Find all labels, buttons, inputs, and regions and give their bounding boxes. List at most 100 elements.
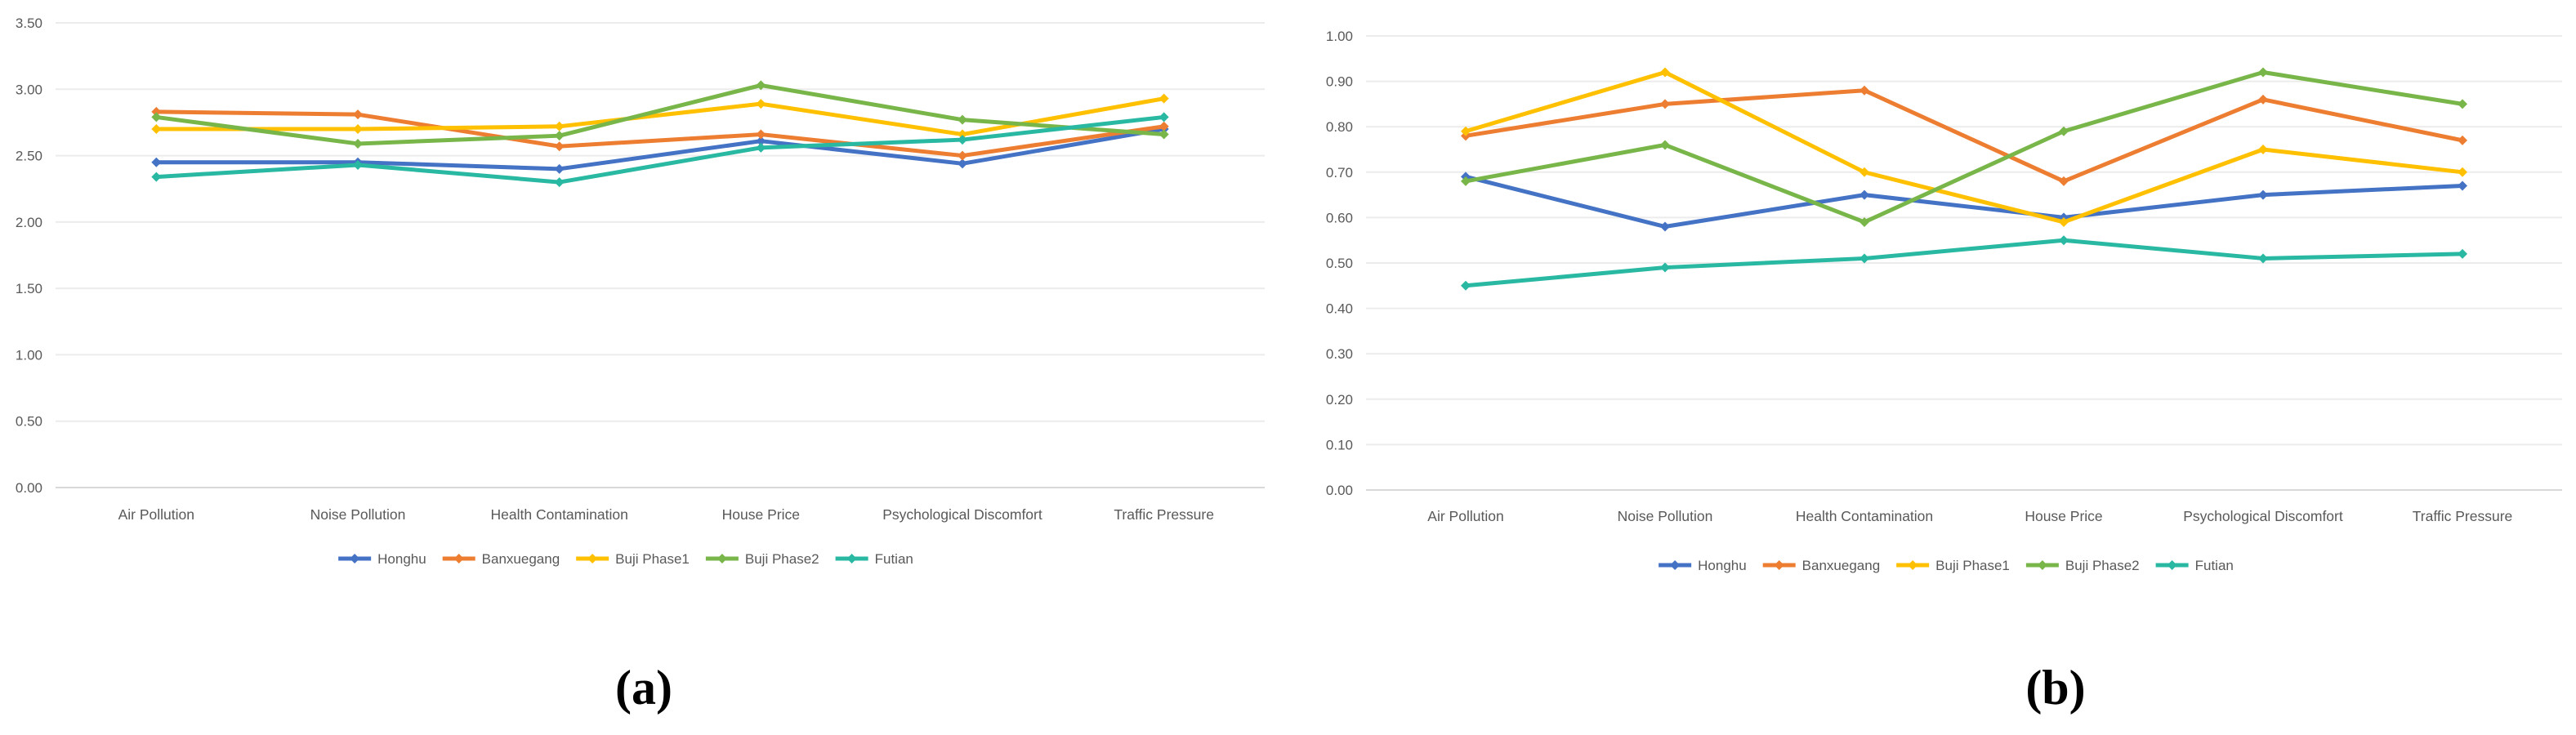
x-category-label: Traffic Pressure [1114, 506, 1214, 523]
series-line-honghu [154, 127, 1167, 172]
series-marker-futian [2059, 235, 2069, 246]
series-marker-futian [958, 135, 967, 145]
series-marker-banxuegang [353, 109, 363, 120]
series-marker-buji-phase1 [353, 124, 363, 135]
x-category-label: Health Contamination [491, 506, 628, 523]
y-tick-label: 0.40 [1326, 301, 1353, 317]
x-category-label: Psychological Discomfort [2183, 508, 2343, 524]
series-marker-buji-phase1 [151, 124, 162, 135]
series-marker-honghu [1660, 221, 1670, 232]
series-line-banxuegang [1463, 88, 2465, 184]
series-marker-banxuegang [1859, 85, 1869, 96]
series-marker-buji-phase2 [756, 80, 766, 91]
series-marker-futian [2258, 253, 2268, 264]
legend-marker-diamond-icon [587, 554, 598, 564]
series-marker-buji-phase2 [2059, 126, 2069, 136]
y-tick-label: 1.00 [1326, 29, 1353, 44]
series-marker-banxuegang [2458, 135, 2467, 145]
series-marker-buji-phase2 [554, 131, 565, 141]
series-marker-buji-phase2 [2258, 67, 2268, 78]
caption-b: (b) [2025, 661, 2086, 715]
series-marker-buji-phase1 [2258, 145, 2268, 154]
legend-item-honghu: Honghu [1659, 558, 1747, 573]
legend-marker-diamond-icon [717, 554, 727, 564]
legend-item-banxuegang: Banxuegang [1762, 558, 1880, 573]
legend-label: Futian [875, 551, 913, 567]
series-marker-buji-phase2 [151, 112, 162, 122]
series-line-banxuegang [154, 109, 1167, 158]
legend-item-buji-phase1: Buji Phase1 [1896, 558, 2010, 573]
legend-marker-diamond-icon [1908, 560, 1918, 570]
series-marker-banxuegang [151, 106, 162, 117]
y-tick-label: 0.60 [1326, 210, 1353, 225]
y-tick-label: 0.80 [1326, 119, 1353, 135]
legend-label: Buji Phase1 [615, 551, 690, 567]
series-marker-buji-phase1 [958, 129, 967, 140]
x-category-label: Traffic Pressure [2413, 508, 2513, 524]
series-marker-buji-phase1 [2059, 216, 2069, 227]
series-marker-honghu [756, 136, 766, 146]
legend-label: Honghu [377, 551, 426, 567]
series-marker-honghu [2258, 189, 2268, 200]
y-tick-label: 3.00 [16, 82, 42, 97]
x-category-label: Health Contamination [1796, 508, 1933, 524]
chart-b: 0.00 0.10 0.20 0.30 0.40 0.50 0.60 0.70 0.80 0.90… [1326, 29, 2562, 573]
legend-marker-diamond-icon [453, 554, 464, 564]
series-marker-futian [554, 177, 565, 188]
y-tick-label: 0.70 [1326, 165, 1353, 180]
y-tick-label: 0.10 [1326, 437, 1353, 452]
x-category-label: Air Pollution [118, 506, 194, 523]
legend-marker-diamond-icon [1670, 560, 1681, 570]
series-marker-banxuegang [554, 141, 565, 152]
series-line-buji-phase2 [1463, 69, 2465, 225]
legend-label: Futian [2195, 558, 2234, 573]
y-tick-label: 0.90 [1326, 74, 1353, 90]
series-marker-futian [2458, 248, 2467, 259]
y-tick-label: 0.00 [16, 480, 42, 496]
series-line-buji-phase1 [154, 96, 1167, 137]
series-marker-honghu [958, 158, 967, 169]
series-marker-buji-phase2 [1660, 140, 1670, 150]
series-marker-banxuegang [756, 129, 766, 140]
legend-marker-diamond-icon [2037, 560, 2047, 570]
legend-label: Buji Phase2 [745, 551, 819, 567]
series-marker-buji-phase2 [958, 114, 967, 125]
x-category-label: House Price [722, 506, 800, 523]
series-marker-futian [1660, 262, 1670, 273]
legend-label: Honghu [1698, 558, 1747, 573]
series-marker-buji-phase2 [1461, 176, 1471, 186]
legend-marker-diamond-icon [846, 554, 857, 564]
series-marker-buji-phase2 [353, 138, 363, 149]
legend-item-banxuegang: Banxuegang [442, 551, 560, 567]
series-marker-buji-phase1 [554, 121, 565, 131]
legend-marker-diamond-icon [350, 554, 360, 564]
legend-item-futian: Futian [835, 551, 913, 567]
series-marker-futian [353, 159, 363, 170]
series-marker-honghu [554, 163, 565, 174]
y-tick-label: 1.50 [16, 281, 42, 296]
legend-label: Buji Phase1 [1935, 558, 2010, 573]
series-line-futian [1463, 238, 2465, 288]
legend-marker-diamond-icon [1774, 560, 1784, 570]
y-tick-label: 0.30 [1326, 346, 1353, 362]
series-marker-banxuegang [958, 150, 967, 161]
series-marker-buji-phase1 [1859, 167, 1869, 177]
legend-item-honghu: Honghu [338, 551, 426, 567]
series-marker-banxuegang [1660, 99, 1670, 109]
series-marker-honghu [151, 157, 162, 167]
series-marker-buji-phase1 [2458, 167, 2467, 177]
legend-item-buji-phase2: Buji Phase2 [705, 551, 819, 567]
series-marker-honghu [1859, 189, 1869, 200]
series-marker-buji-phase1 [1461, 126, 1471, 136]
y-tick-label: 0.50 [1326, 256, 1353, 271]
legend-item-futian: Futian [2155, 558, 2234, 573]
legend-label: Banxuegang [482, 551, 560, 567]
legend-marker-diamond-icon [2167, 560, 2177, 570]
series-marker-banxuegang [2059, 176, 2069, 186]
x-category-label: Noise Pollution [310, 506, 406, 523]
series-marker-buji-phase1 [1660, 67, 1670, 78]
x-category-label: House Price [2025, 508, 2102, 524]
caption-a: (a) [615, 661, 672, 715]
chart-a-panel: 0.00 0.50 1.00 1.50 2.00 2.50 3.00 3.50 Air Poll… [0, 0, 1288, 637]
